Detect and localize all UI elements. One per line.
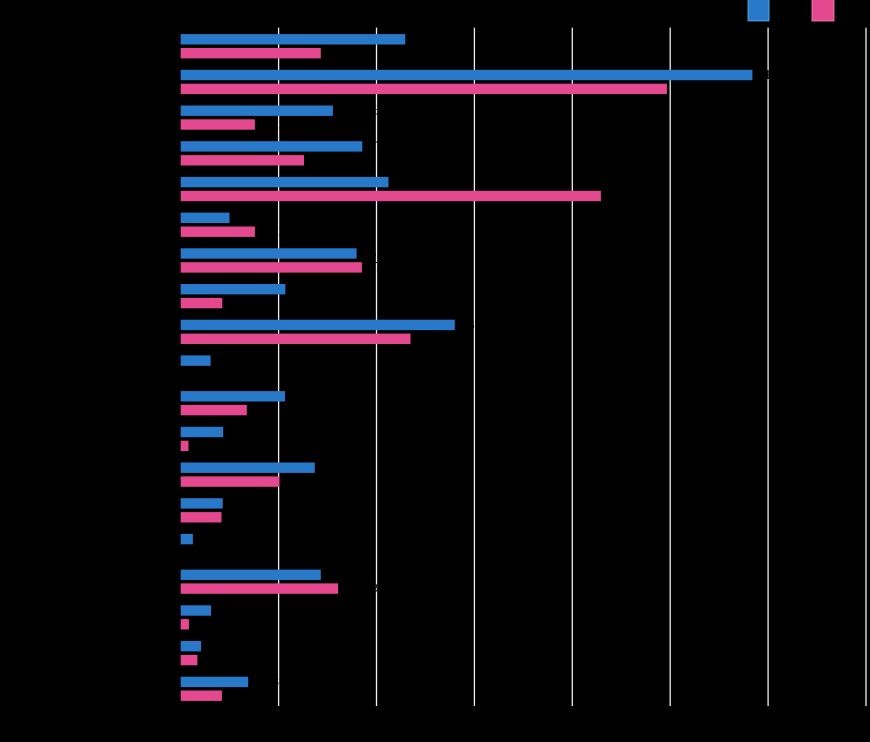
svg-text:32.2 %: 32.2 % bbox=[344, 581, 385, 596]
svg-text:8.7 %: 8.7 % bbox=[229, 424, 263, 439]
svg-text:42.5 %: 42.5 % bbox=[394, 174, 435, 189]
svg-text:6.1 %: 6.1 % bbox=[216, 353, 250, 368]
svg-text:25.2 %: 25.2 % bbox=[310, 152, 351, 167]
svg-text:31.1 %: 31.1 % bbox=[338, 103, 379, 118]
svg-text:4.1 %: 4.1 % bbox=[207, 638, 241, 653]
svg-text:8.5 %: 8.5 % bbox=[228, 295, 262, 310]
svg-text:8.4 %: 8.4 % bbox=[227, 688, 261, 703]
svg-text:116.8 %: 116.8 % bbox=[758, 67, 805, 82]
svg-text:2.5 %: 2.5 % bbox=[198, 531, 232, 546]
svg-text:8.6 %: 8.6 % bbox=[228, 495, 262, 510]
svg-text:28.6 %: 28.6 % bbox=[326, 45, 367, 60]
svg-text:15.2 %: 15.2 % bbox=[260, 224, 301, 239]
svg-text:46.9 %: 46.9 % bbox=[416, 331, 457, 346]
svg-text:58.3 %: 58.3 % bbox=[460, 317, 501, 332]
svg-text:13.5 %: 13.5 % bbox=[252, 402, 293, 417]
svg-text:21.4 %: 21.4 % bbox=[291, 281, 332, 296]
svg-text:85.8 %: 85.8 % bbox=[606, 188, 647, 203]
svg-text:15.2 %: 15.2 % bbox=[260, 116, 301, 131]
svg-text:10.0 %: 10.0 % bbox=[235, 210, 276, 225]
svg-text:1.6 %: 1.6 % bbox=[194, 438, 228, 453]
svg-text:6.2 %: 6.2 % bbox=[217, 602, 251, 617]
svg-text:13.8 %: 13.8 % bbox=[254, 674, 295, 689]
svg-text:35.9 %: 35.9 % bbox=[362, 245, 403, 260]
svg-text:8.3 %: 8.3 % bbox=[227, 509, 261, 524]
svg-text:45.9 %: 45.9 % bbox=[411, 31, 452, 46]
svg-text:37.0 %: 37.0 % bbox=[367, 259, 408, 274]
svg-text:3.4 %: 3.4 % bbox=[203, 652, 237, 667]
svg-text:1.7 %: 1.7 % bbox=[194, 616, 228, 631]
svg-text:28.6 %: 28.6 % bbox=[326, 567, 367, 582]
svg-text:21.3 %: 21.3 % bbox=[291, 388, 332, 403]
svg-text:20.2 %: 20.2 % bbox=[285, 473, 326, 488]
svg-text:27.4 %: 27.4 % bbox=[320, 460, 361, 475]
svg-text:37.1 %: 37.1 % bbox=[368, 138, 409, 153]
svg-text:99.3 %: 99.3 % bbox=[672, 81, 713, 96]
